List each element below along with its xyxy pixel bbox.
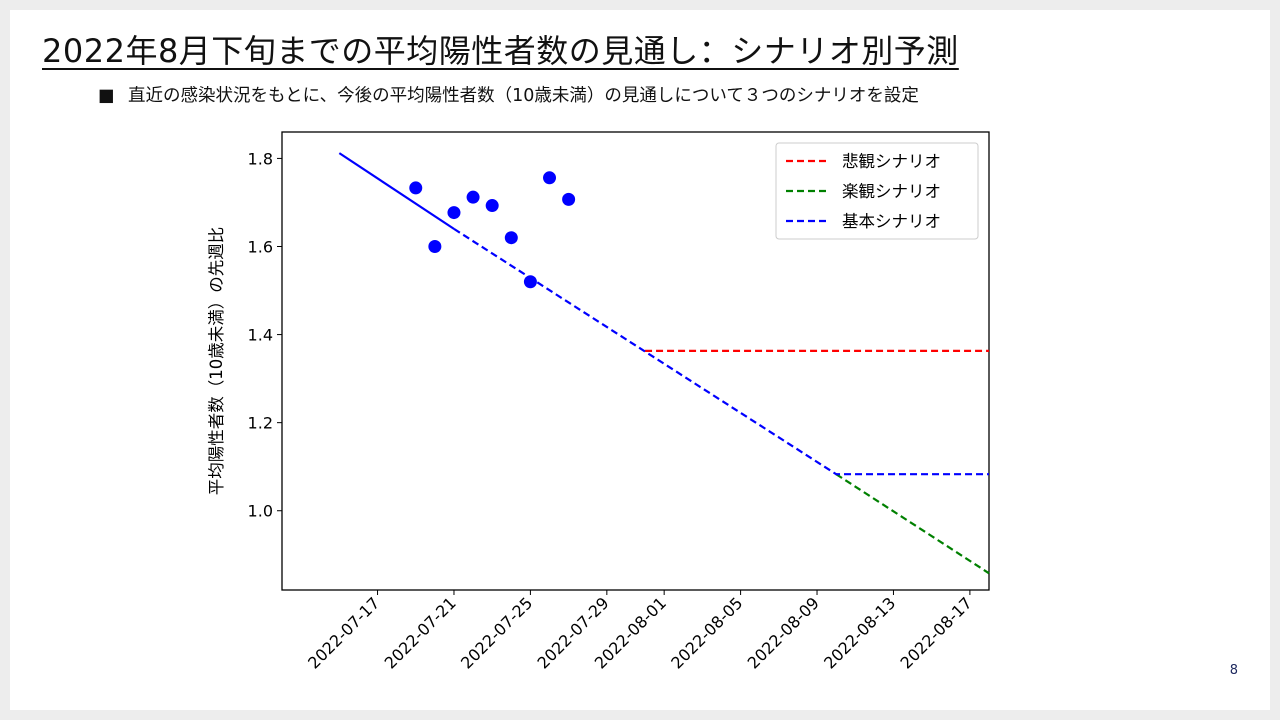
x-tick-label: 2022-08-13	[820, 593, 899, 672]
x-tick-label: 2022-07-25	[457, 593, 536, 672]
observed-point	[409, 181, 423, 195]
slide: 2022年8月下旬までの平均陽性者数の見通し：シナリオ別予測 ■ 直近の感染状況を…	[10, 10, 1270, 710]
slide-title: 2022年8月下旬までの平均陽性者数の見通し：シナリオ別予測	[42, 32, 959, 70]
y-tick-label: 1.8	[248, 149, 273, 168]
legend-label-1: 楽観シナリオ	[842, 182, 941, 201]
observed-point	[523, 275, 537, 289]
bullet-row: ■ 直近の感染状況をもとに、今後の平均陽性者数（10歳未満）の見通しについて３つの…	[98, 82, 919, 107]
scenario-line-2	[453, 227, 989, 476]
x-tick-label: 2022-08-05	[667, 593, 746, 672]
legend-box	[775, 142, 979, 240]
y-tick-label: 1.4	[248, 326, 273, 345]
x-tick-label: 2022-07-21	[381, 593, 460, 672]
observed-point	[447, 206, 461, 220]
legend-label-2: 基本シナリオ	[842, 212, 941, 231]
observed-point	[504, 231, 518, 245]
y-axis-label: 平均陽性者数（10歳未満）の先週比	[207, 227, 226, 496]
page-number: 8	[1229, 663, 1238, 678]
x-tick-label: 2022-08-17	[897, 593, 976, 672]
bullet-square-icon: ■	[98, 86, 115, 106]
observed-point	[428, 240, 442, 253]
x-tick-label: 2022-07-17	[304, 593, 383, 672]
scenario-line-1	[835, 473, 990, 575]
plot-frame	[281, 131, 990, 591]
observed-point	[543, 171, 557, 185]
legend-label-0: 悲観シナリオ	[842, 152, 941, 171]
observed-point	[562, 192, 576, 206]
fitted-trend-line	[338, 152, 455, 230]
bullet-text: 直近の感染状況をもとに、今後の平均陽性者数（10歳未満）の見通しについて３つのシ…	[128, 86, 919, 106]
x-tick-label: 2022-08-09	[744, 593, 823, 672]
y-tick-label: 1.0	[248, 502, 273, 521]
observed-point	[466, 190, 480, 204]
observed-point	[485, 199, 499, 213]
y-tick-label: 1.6	[248, 238, 273, 257]
y-tick-label: 1.2	[248, 414, 273, 433]
